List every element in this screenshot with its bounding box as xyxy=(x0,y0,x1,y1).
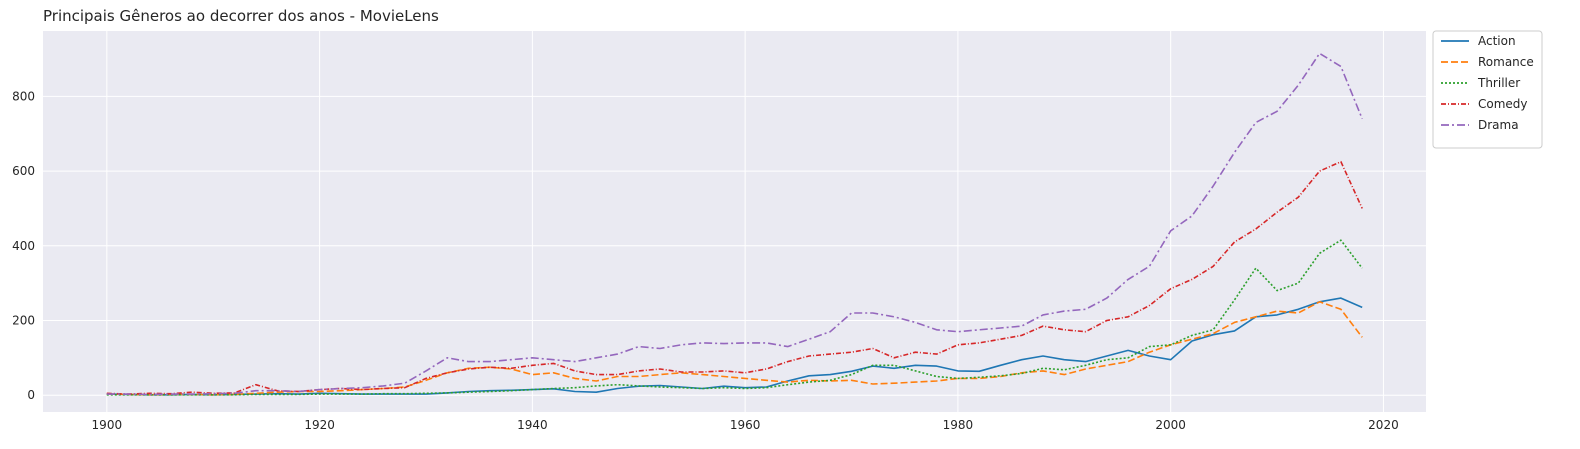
y-tick-label: 400 xyxy=(12,239,35,253)
x-tick-label: 1920 xyxy=(304,418,335,432)
y-axis: 0 200 400 600 800 xyxy=(12,89,35,402)
x-tick-label: 1940 xyxy=(517,418,548,432)
series-line-drama xyxy=(106,52,1363,396)
legend-box xyxy=(1432,30,1543,149)
y-tick-label: 800 xyxy=(12,89,35,103)
series-lines xyxy=(106,52,1363,396)
legend-label-drama: Drama xyxy=(1478,118,1519,132)
x-tick-label: 1980 xyxy=(943,418,974,432)
legend-label-action: Action xyxy=(1478,34,1516,48)
y-tick-label: 600 xyxy=(12,164,35,178)
grid-lines xyxy=(43,31,1426,412)
legend: Action Romance Thriller Comedy Drama xyxy=(1432,30,1543,149)
x-tick-label: 2000 xyxy=(1155,418,1186,432)
y-tick-label: 200 xyxy=(12,313,35,327)
y-tick-label: 0 xyxy=(27,388,35,402)
x-tick-label: 1900 xyxy=(92,418,123,432)
plot-background xyxy=(43,31,1426,412)
chart-title: Principais Gêneros ao decorrer dos anos … xyxy=(43,7,439,25)
legend-label-romance: Romance xyxy=(1478,55,1534,69)
legend-label-thriller: Thriller xyxy=(1477,76,1520,90)
x-tick-label: 1960 xyxy=(730,418,761,432)
x-axis: 1900 1920 1940 1960 1980 2000 2020 xyxy=(92,418,1399,432)
x-tick-label: 2020 xyxy=(1368,418,1399,432)
series-line-thriller xyxy=(106,239,1363,396)
legend-label-comedy: Comedy xyxy=(1478,97,1528,111)
series-line-romance xyxy=(106,300,1363,396)
